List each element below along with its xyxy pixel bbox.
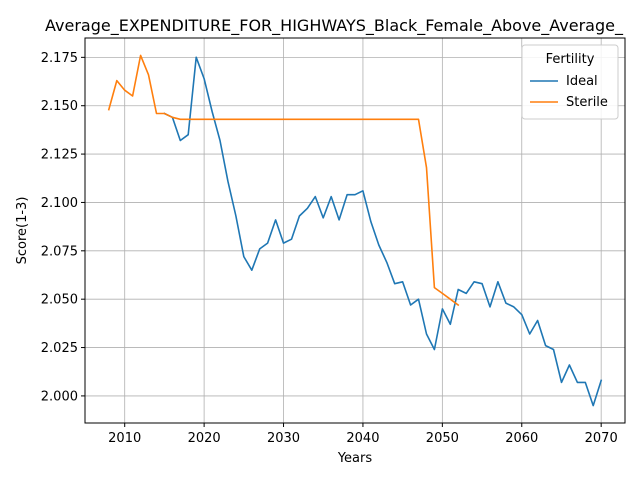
x-tick-label: 2040 — [346, 431, 379, 446]
x-tick-label: 2030 — [267, 431, 300, 446]
plot-frame — [84, 37, 626, 424]
x-tick-label: 2070 — [585, 431, 618, 446]
legend-label-ideal: Ideal — [566, 74, 598, 89]
grid-lines — [85, 38, 625, 423]
y-tick-label: 2.125 — [41, 148, 78, 163]
series-layer — [107, 54, 603, 407]
series-line-sterile — [107, 54, 460, 307]
y-tick-label: 2.150 — [41, 99, 78, 114]
legend: Fertility Ideal Sterile — [521, 44, 619, 120]
x-tick-label: 2060 — [505, 431, 538, 446]
legend-title: Fertility — [546, 52, 595, 67]
x-axis-label: Years — [337, 451, 373, 466]
legend-label-sterile: Sterile — [566, 95, 608, 110]
y-tick-label: 2.000 — [41, 389, 78, 404]
y-tick-label: 2.075 — [41, 244, 78, 259]
x-tick-label: 2010 — [108, 431, 141, 446]
y-tick-label: 2.100 — [41, 196, 78, 211]
x-tick-label: 2020 — [188, 431, 221, 446]
x-tick-label: 2050 — [426, 431, 459, 446]
y-axis-label: Score(1-3) — [15, 197, 30, 265]
series-line-ideal — [163, 56, 603, 407]
legend-box — [521, 44, 619, 120]
y-tick-label: 2.050 — [41, 293, 78, 308]
y-tick-label: 2.025 — [41, 341, 78, 356]
x-axis: 2010 2020 2030 2040 2050 2060 2070 — [108, 423, 618, 446]
y-axis: 2.000 2.025 2.050 2.075 2.100 2.125 2.150 2.175 — [41, 51, 85, 404]
chart-title: Average_EXPENDITURE_FOR_HIGHWAYS_Black_F… — [45, 16, 624, 36]
y-tick-label: 2.175 — [41, 51, 78, 66]
